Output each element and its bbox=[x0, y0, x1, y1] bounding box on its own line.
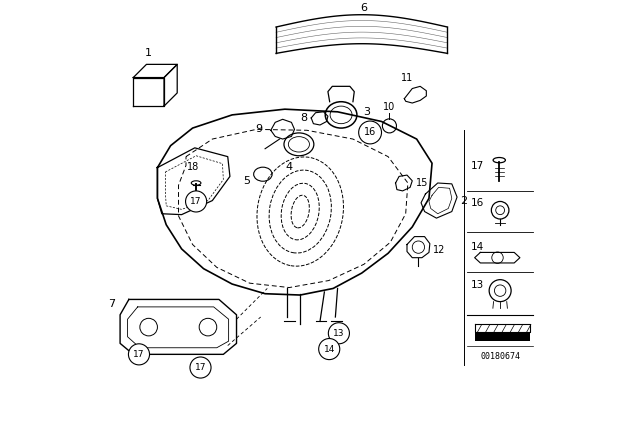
Circle shape bbox=[328, 323, 349, 344]
Text: 16: 16 bbox=[470, 198, 484, 208]
Text: 14: 14 bbox=[324, 345, 335, 353]
Circle shape bbox=[319, 339, 340, 360]
Text: 3: 3 bbox=[363, 107, 370, 117]
Text: 17: 17 bbox=[195, 363, 206, 372]
Text: 7: 7 bbox=[109, 299, 116, 309]
Text: 2: 2 bbox=[461, 196, 468, 206]
Text: 12: 12 bbox=[433, 245, 445, 255]
Text: 17: 17 bbox=[190, 197, 202, 206]
Text: 14: 14 bbox=[470, 242, 484, 252]
Text: 9: 9 bbox=[255, 125, 262, 134]
Text: 6: 6 bbox=[360, 3, 367, 13]
Text: 17: 17 bbox=[470, 161, 484, 171]
Circle shape bbox=[190, 357, 211, 378]
Text: 18: 18 bbox=[186, 162, 198, 172]
Text: 11: 11 bbox=[401, 73, 413, 83]
Circle shape bbox=[358, 121, 381, 144]
Circle shape bbox=[186, 191, 207, 212]
Circle shape bbox=[129, 344, 150, 365]
Text: 5: 5 bbox=[244, 176, 251, 186]
Text: 17: 17 bbox=[133, 350, 145, 359]
Text: 4: 4 bbox=[285, 162, 293, 172]
Text: 16: 16 bbox=[364, 128, 376, 138]
Text: 00180674: 00180674 bbox=[480, 352, 520, 361]
Text: 13: 13 bbox=[333, 329, 345, 338]
Text: 15: 15 bbox=[416, 178, 428, 188]
Text: 1: 1 bbox=[145, 48, 152, 58]
Text: 8: 8 bbox=[301, 113, 308, 123]
Bar bbox=[475, 332, 530, 341]
Text: 10: 10 bbox=[383, 102, 396, 112]
Text: 13: 13 bbox=[470, 280, 484, 290]
